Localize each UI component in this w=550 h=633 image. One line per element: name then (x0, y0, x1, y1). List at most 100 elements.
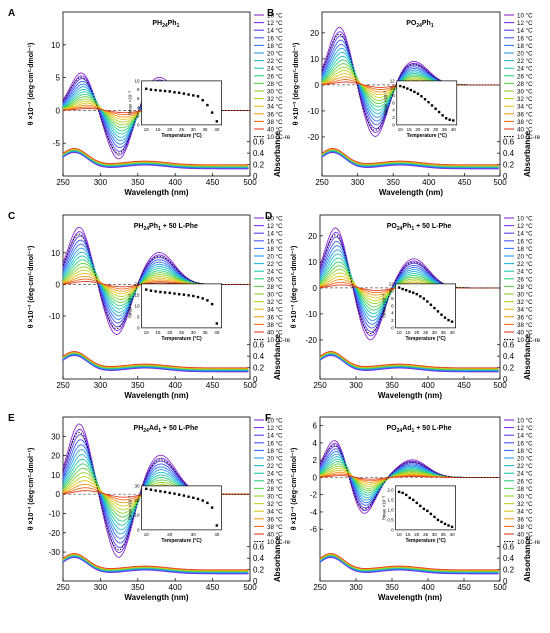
inset-point (196, 95, 200, 98)
abs-tick-label: 0 (253, 172, 258, 181)
y-axis-label: θ ×10⁻³ (deg·cm²·dmol⁻¹) (293, 43, 300, 126)
inset-x-tick-label: 20 (167, 330, 173, 335)
abs-tick-label: 0.2 (503, 364, 515, 373)
inset-point (187, 93, 190, 96)
inset-point (422, 297, 426, 300)
inset-y-label: θmax ×10⁻³ (383, 91, 388, 115)
inset-point (408, 496, 411, 500)
abs-axis-label: Absorbance (523, 333, 532, 380)
inset-y-tick-label: 2 (391, 318, 394, 323)
inset-y-tick-label: 20 (135, 281, 141, 286)
x-tick-label: 400 (422, 178, 436, 187)
inset-point (192, 94, 195, 97)
inset-y-tick-label: 15 (135, 292, 141, 297)
panel-title: PO24Ph1 + 50 L-Phe (387, 223, 452, 232)
inset-y-tick-label: 0 (137, 122, 140, 127)
legend-entry: 22 °C (267, 261, 283, 268)
legend-entry: 28 °C (267, 486, 283, 493)
x-tick-label: 450 (457, 583, 471, 592)
inset-x-label: Temperature (°C) (161, 336, 202, 342)
inset-x-tick-label: 20 (414, 532, 420, 537)
x-tick-label: 400 (421, 583, 435, 592)
legend-entry: 16 °C (517, 238, 533, 245)
inset-x-tick-label: 30 (191, 127, 197, 132)
inset-x-tick-label: 40 (450, 330, 456, 335)
inset-y-label: θmax ×10⁻³ (128, 496, 133, 520)
abs-tick-label: 0.4 (253, 149, 265, 158)
inset-point (436, 310, 440, 313)
inset-point (187, 495, 190, 498)
inset-x-label: Temperature (°C) (161, 538, 202, 544)
legend-entry: 14 °C (517, 231, 533, 238)
legend-entry: 14 °C (267, 433, 283, 440)
inset-point (401, 491, 404, 495)
legend-entry: 30 °C (517, 292, 533, 299)
inset-point (210, 506, 214, 509)
plot-frame (62, 416, 251, 582)
legend-entry: 34 °C (267, 307, 283, 314)
inset-point (427, 100, 430, 104)
absorbance-group (319, 552, 499, 575)
legend-entry: 14 °C (267, 28, 283, 35)
absorbance-curve (62, 350, 249, 369)
inset-x-tick-label: 15 (156, 330, 162, 335)
x-tick-label: 500 (243, 583, 257, 592)
inset-point (415, 501, 418, 505)
y-tick-label: 10 (51, 471, 60, 480)
y-tick-label: -5 (53, 139, 61, 148)
inset-point (168, 491, 171, 495)
inset-y-tick-label: 6 (137, 96, 140, 101)
legend-entry: 16 °C (267, 440, 283, 447)
inset-point (419, 504, 422, 508)
inset-point (434, 107, 437, 110)
inset-x-tick-label: 25 (179, 330, 185, 335)
cd-curve-reheat (62, 233, 250, 330)
inset-point (397, 490, 401, 494)
inset-x-label: Temperature (°C) (405, 336, 446, 342)
x-axis-label: Wavelength (nm) (124, 593, 188, 602)
x-tick-label: 350 (131, 583, 145, 592)
legend-entry: 18 °C (517, 246, 533, 253)
absorbance-curve (62, 147, 249, 166)
legend-entry: 32 °C (517, 299, 533, 306)
abs-tick-label: 0.2 (503, 566, 515, 575)
inset-point (429, 512, 433, 516)
inset-y-label: θmax ×10⁻³ (382, 294, 387, 318)
x-tick-label: 300 (94, 178, 108, 187)
legend-entry: 24 °C (267, 66, 283, 73)
x-tick-label: 400 (169, 178, 183, 187)
legend-entry: 22 °C (267, 58, 283, 65)
legend-entry: 20 °C (267, 51, 283, 58)
legend-entry: 34 °C (267, 104, 283, 111)
inset-point (182, 92, 186, 95)
inset-point (196, 295, 200, 299)
legend-entry: 38 °C (267, 119, 283, 126)
inset-y-label: θmax ×10⁻³ (128, 294, 133, 318)
inset-point (429, 303, 433, 306)
legend-entry: 32 °C (267, 299, 283, 306)
legend-entry: 40 °C (517, 532, 533, 539)
inset-y-tick-label: 4 (391, 311, 394, 316)
legend-entry: 10 °C (517, 13, 533, 20)
inset-y-tick-label: 10 (135, 303, 141, 308)
legend-entry: 28 °C (267, 284, 283, 291)
y-tick-label: -4 (310, 508, 318, 517)
y-tick-label: 30 (51, 432, 60, 441)
inset-point (206, 299, 209, 302)
legend-entry: 36 °C (517, 314, 533, 321)
x-tick-label: 500 (493, 178, 507, 187)
inset-point (426, 509, 429, 513)
inset-point (210, 111, 214, 114)
inset-point (408, 290, 411, 293)
inset-x-tick-label: 40 (214, 127, 220, 132)
panel-letter: E (8, 413, 15, 424)
y-tick-label: -30 (48, 548, 60, 557)
legend-entry: 10 °C (517, 418, 533, 425)
inset-point (404, 288, 408, 292)
inset-y-tick-label: 20 (135, 498, 141, 503)
y-tick-label: 6 (313, 422, 318, 431)
inset-point (206, 103, 209, 107)
legend-entry: 34 °C (517, 104, 533, 111)
